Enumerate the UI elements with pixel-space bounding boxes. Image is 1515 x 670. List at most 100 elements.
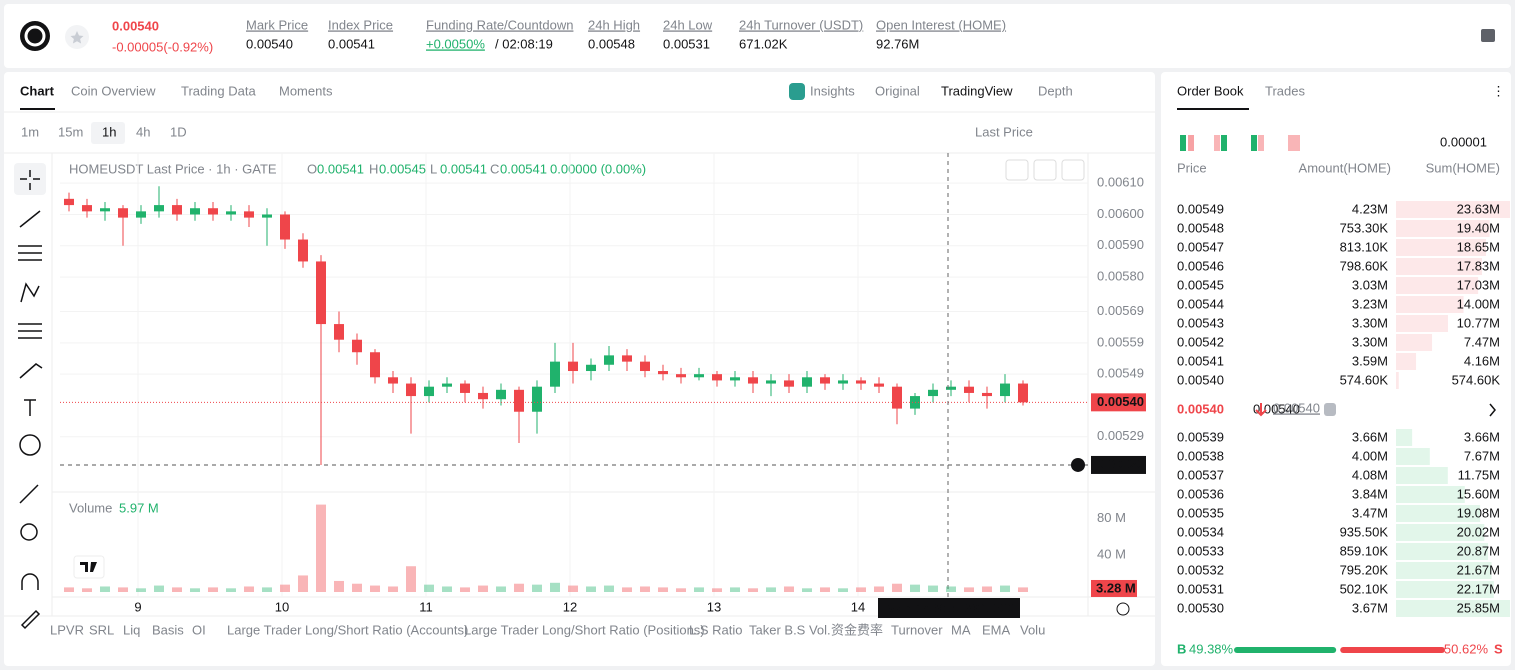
ob-tab[interactable]: Trades xyxy=(1265,83,1305,98)
ob-amount: 798.60K xyxy=(1340,258,1389,273)
view-tab[interactable]: Depth xyxy=(1038,83,1073,98)
ob-price: 0.00530 xyxy=(1177,600,1224,615)
indicator-tab[interactable]: L.S Ratio xyxy=(689,622,742,637)
indicator-tab[interactable]: Basis xyxy=(152,622,184,637)
depth-bar xyxy=(1396,581,1494,598)
indicator-tab[interactable]: LPVR xyxy=(50,622,84,637)
volume-bar xyxy=(442,586,452,592)
candle-body xyxy=(586,364,596,372)
chart-btn[interactable] xyxy=(1061,159,1085,181)
crosshair-time: 15:00 xyxy=(981,600,1014,615)
settings-icon[interactable] xyxy=(1116,602,1130,616)
ob-sum: 10.77M xyxy=(1457,315,1500,330)
interval[interactable]: 1D xyxy=(170,124,187,139)
x-tick-label: 9 xyxy=(134,599,141,614)
y-tick-label: 0.00549 xyxy=(1097,366,1144,381)
indicator-tab[interactable]: OI xyxy=(192,622,206,637)
chart-tab[interactable]: Coin Overview xyxy=(71,83,156,98)
depth-bar xyxy=(1396,562,1492,579)
indicator-tab[interactable]: Volu xyxy=(1020,622,1045,637)
view-tab[interactable]: Original xyxy=(875,83,920,98)
y-tick-label: 0.00580 xyxy=(1097,269,1144,284)
ob-mode-icons xyxy=(1188,135,1300,151)
ob-price: 0.00531 xyxy=(1177,581,1224,596)
chart-tab[interactable]: Chart xyxy=(20,83,55,98)
candle-body xyxy=(208,208,218,215)
ob-sum: 25.85M xyxy=(1457,600,1500,615)
volume-bar xyxy=(100,586,110,592)
ob-amount: 3.66M xyxy=(1352,429,1388,444)
candle-body xyxy=(280,214,290,240)
chevron[interactable] xyxy=(1489,403,1496,417)
price-type[interactable]: Last Price xyxy=(975,124,1033,139)
last-price-label: 0.00540 xyxy=(1097,394,1144,409)
ob-sum: 20.02M xyxy=(1457,524,1500,539)
ob-amount: 3.59M xyxy=(1352,353,1388,368)
more-icon[interactable]: ⋮ xyxy=(1492,83,1505,98)
depth-bar xyxy=(1396,543,1489,560)
stat-value: 0.00541 xyxy=(328,36,375,51)
candle-body xyxy=(1018,383,1028,403)
volume-bar xyxy=(154,585,164,592)
ob-price: 0.00541 xyxy=(1177,353,1224,368)
candle-body xyxy=(532,386,542,412)
volume-bar xyxy=(928,585,938,592)
interval[interactable]: 4h xyxy=(136,124,150,139)
candle-body xyxy=(352,339,362,353)
chart-tab[interactable]: Moments xyxy=(279,83,333,98)
header-panel xyxy=(4,4,1511,68)
volume-bar xyxy=(64,587,74,592)
ob-amount: 3.03M xyxy=(1352,277,1388,292)
interval[interactable]: 1h xyxy=(102,124,116,139)
chart-btn[interactable] xyxy=(1005,159,1029,181)
x-tick-label: 14 xyxy=(851,599,865,614)
add-alert[interactable] xyxy=(1071,457,1085,472)
depth-bar xyxy=(1396,277,1479,294)
volume-bar xyxy=(406,566,416,592)
interval[interactable]: 15m xyxy=(58,124,83,139)
indicator-tab[interactable]: Liq xyxy=(123,622,140,637)
chart-btn[interactable] xyxy=(1033,159,1057,181)
candle-body xyxy=(172,205,182,215)
volume-bar xyxy=(136,588,146,592)
indicator-tab[interactable]: Turnover xyxy=(891,622,943,637)
tool-active xyxy=(14,163,46,195)
legend-value: 0.00541 xyxy=(440,161,487,176)
volume-bar xyxy=(388,586,398,592)
stat-extra: / 02:08:19 xyxy=(495,36,553,51)
volume-bar xyxy=(496,586,506,592)
indicator-tab[interactable]: Large Trader Long/Short Ratio (Positions… xyxy=(464,622,705,637)
indicator-tab[interactable]: Large Trader Long/Short Ratio (Accounts) xyxy=(227,622,468,637)
candle-body xyxy=(928,389,938,397)
ob-tab[interactable]: Order Book xyxy=(1177,83,1244,98)
indicator-tab[interactable]: EMA xyxy=(982,622,1011,637)
ob-price: 0.00548 xyxy=(1177,220,1224,235)
volume-bar xyxy=(352,583,362,592)
legend-value: 0.00545 xyxy=(379,161,426,176)
indicator-tab[interactable]: MA xyxy=(951,622,971,637)
interval[interactable]: 1m xyxy=(21,124,39,139)
indicator-tab[interactable]: SRL xyxy=(89,622,114,637)
stat-label: Mark Price xyxy=(246,17,308,32)
candle-body xyxy=(766,380,776,384)
candle-body xyxy=(136,211,146,218)
view-tab[interactable]: TradingView xyxy=(941,83,1013,98)
ob-precision[interactable]: 0.00001 xyxy=(1440,134,1487,149)
settings-icon[interactable] xyxy=(1481,29,1495,42)
volume-bar xyxy=(190,588,200,592)
view-tab[interactable]: Insights xyxy=(810,83,855,98)
candle-body xyxy=(676,374,686,378)
volume-bar xyxy=(172,587,182,592)
y-tick-label: 0.00600 xyxy=(1097,206,1144,221)
ob-sum: 22.17M xyxy=(1457,581,1500,596)
candle-body xyxy=(226,211,236,215)
depth-bar xyxy=(1396,201,1510,218)
indicator-tab[interactable]: 资金费率 xyxy=(831,622,883,637)
candle-body xyxy=(262,214,272,218)
depth-bar xyxy=(1396,524,1485,541)
chart-tab[interactable]: Trading Data xyxy=(181,83,256,98)
tab-underline xyxy=(20,108,55,110)
indicator-tab[interactable]: Taker B.S Vol. xyxy=(749,622,831,637)
volume-bar xyxy=(748,588,758,592)
